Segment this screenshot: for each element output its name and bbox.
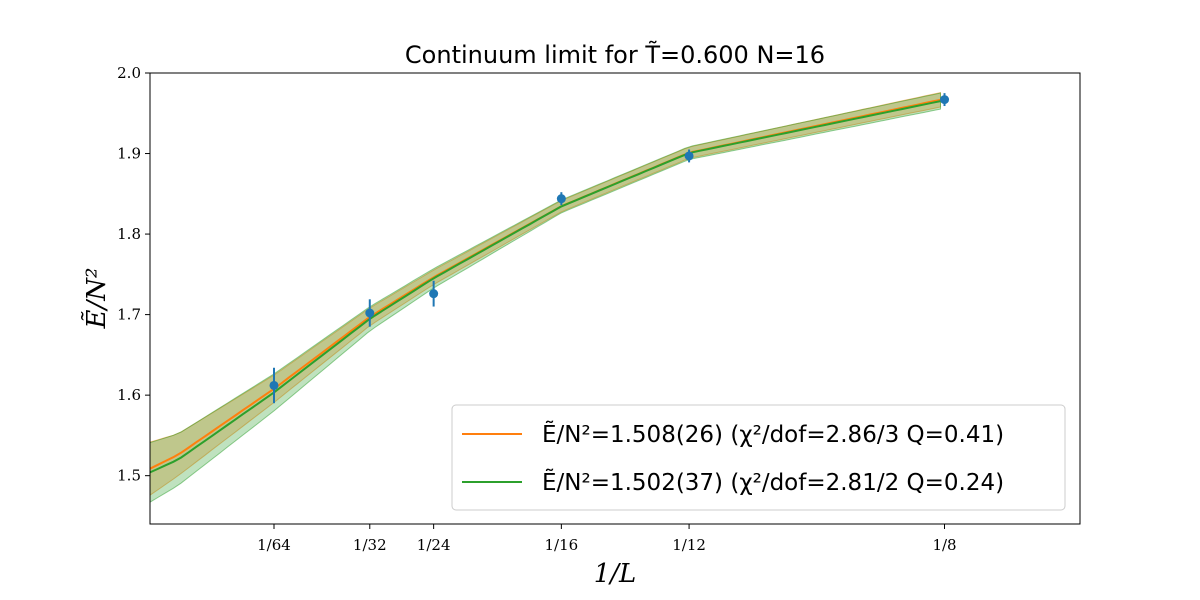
data-point	[365, 308, 375, 318]
y-tick-label: 1.6	[117, 386, 141, 404]
legend-entry-green: Ẽ/N²=1.502(37) (χ²/dof=2.81/2 Q=0.24)	[542, 468, 1004, 496]
x-axis-label: 1/L	[594, 559, 637, 589]
band-series-1	[149, 92, 941, 504]
x-tick-label: 1/12	[672, 536, 706, 554]
legend-box	[451, 404, 1066, 511]
chart-title: Continuum limit for T̃=0.600 N=16	[405, 41, 825, 69]
legend-entry-orange: Ẽ/N²=1.508(26) (χ²/dof=2.86/3 Q=0.41)	[542, 420, 1004, 448]
y-tick-label: 2.0	[117, 64, 141, 82]
y-axis-label: Ẽ/N²	[80, 268, 112, 330]
x-tick-label: 1/32	[353, 536, 387, 554]
data-point	[269, 380, 279, 390]
data-point	[940, 95, 950, 105]
fit-lines	[149, 98, 941, 474]
y-tick-label: 1.5	[117, 467, 141, 485]
legend: Ẽ/N²=1.508(26) (χ²/dof=2.86/3 Q=0.41) Ẽ/…	[451, 404, 1066, 511]
data-point	[684, 151, 694, 161]
y-axis-ticks: 1.5 1.6 1.7 1.8 1.9 2.0	[117, 64, 150, 485]
data-point	[556, 194, 566, 204]
x-axis-ticks: 1/64 1/32 1/24 1/16 1/12 1/8	[257, 524, 957, 554]
y-tick-label: 1.8	[117, 225, 141, 243]
y-tick-label: 1.9	[117, 145, 141, 163]
x-tick-label: 1/64	[257, 536, 291, 554]
confidence-bands	[149, 91, 941, 504]
y-tick-label: 1.7	[117, 306, 141, 324]
x-tick-label: 1/16	[545, 536, 579, 554]
data-points	[269, 93, 950, 404]
line-series-1	[149, 100, 941, 474]
data-point	[429, 289, 439, 299]
x-tick-label: 1/24	[417, 536, 451, 554]
x-tick-label: 1/8	[932, 536, 956, 554]
plot-frame	[149, 72, 1081, 525]
